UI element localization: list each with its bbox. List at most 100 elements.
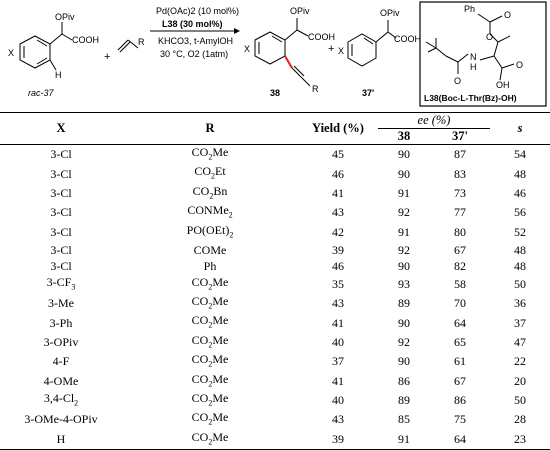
cell-x: 3-Cl [50,242,72,257]
cell-ee38: 91 [398,224,410,239]
cell-x: 4-F [52,354,70,369]
table-row: 3-OPiv CO2Me 40 92 65 47 [0,333,550,352]
cell-r: CO2Bn [192,183,228,201]
cell-x: 3-Cl [50,258,72,273]
cell-ee37: 87 [454,147,466,162]
cell-x: 3-OPiv [43,334,79,349]
cell-yield: 41 [332,373,344,388]
table-row: 4-OMe CO2Me 41 86 67 20 [0,372,550,391]
ligand-h: H [470,62,477,72]
cell-r: CO2Me [191,410,229,427]
results-table: X R Yield (%) ee (%) s 38 37' 3-Cl CO2Me 4… [0,112,550,450]
header-x: X [0,112,122,145]
cell-ee38: 86 [398,373,410,388]
cell-s: 46 [514,185,526,200]
cell-ee38: 92 [398,242,410,257]
cell-yield: 42 [332,224,344,239]
cell-yield: 46 [332,258,344,273]
cell-yield: 37 [332,354,344,369]
alkene-r: R [138,37,145,47]
plus-sign: + [104,51,110,63]
cell-x: 3-Cl [50,224,72,239]
table-row: 3-Cl CONMe2 43 92 77 56 [0,203,550,222]
cell-r: COMe [193,242,227,257]
product-structure [254,18,311,87]
cell-ee37: 80 [454,224,466,239]
cell-yield: 39 [332,242,344,257]
cell-ee37: 61 [454,354,466,369]
reaction-scheme: OPiv COOH X H rac-37 + R Pd(OAc)2 (10 mo… [8,1,547,107]
substrate-structure [19,22,73,71]
cell-yield: 40 [332,393,344,408]
cell-ee38: 89 [398,296,410,311]
table-row: 3-Cl COMe 39 92 67 48 [0,242,550,258]
cell-ee38: 90 [398,354,410,369]
cell-ee38: 90 [398,315,410,330]
cell-s: 52 [514,224,526,239]
cell-ee37: 65 [454,334,466,349]
header-s: s [490,112,550,145]
recovered-structure [347,20,397,67]
cell-x: 3-Cl [50,185,72,200]
substrate-x: X [8,48,14,58]
cell-ee38: 92 [398,334,410,349]
ligand-ph: Ph [464,4,475,14]
substrate-opiv: OPiv [55,12,75,22]
cell-ee37: 73 [454,185,466,200]
cell-r: CO2Me [191,274,229,291]
ligand-o-4: O [454,76,461,86]
cell-x: 3-Cl [50,205,72,220]
cell-s: 20 [514,373,526,388]
cell-s: 47 [514,334,526,349]
cell-ee37: 75 [454,412,466,427]
cell-s: 50 [514,393,526,408]
table-row: 3-Ph CO2Me 41 90 64 37 [0,313,550,332]
cell-s: 23 [490,429,550,450]
header-ee-37: 37' [430,128,490,145]
cell-r: CO2Me [191,293,229,311]
cell-ee37: 82 [454,258,466,273]
cell-ee38: 93 [398,276,410,291]
cell-ee37: 86 [454,393,466,408]
cell-yield: 43 [332,412,344,427]
cell-ee38: 90 [398,147,410,162]
cell-ee37: 67 [454,373,466,388]
cell-yield: 39 [298,429,378,450]
substrate-h: H [55,70,62,80]
cell-r: CO2Me [191,332,229,350]
header-ee-38: 38 [378,128,430,145]
cell-ee38: 91 [378,429,430,450]
cell-s: 22 [514,354,526,369]
ligand-o-2: O [486,32,493,42]
cell-ee38: 90 [398,258,410,273]
cell-r: CO2Me [191,390,229,408]
recovered-acid: COOH [394,34,421,44]
cell-yield: 46 [332,166,344,181]
ligand-label: L38(Boc-L-Thr(Bz)-OH) [424,93,517,103]
results-table-wrapper: X R Yield (%) ee (%) s 38 37' 3-Cl CO2Me 4… [0,112,550,450]
cell-x: 3-Me [48,296,74,311]
cell-r: CO2Et [194,164,226,181]
cell-yield: 35 [332,276,344,291]
cell-x: H [0,429,122,450]
cell-s: 37 [514,315,526,330]
plus-sign-2: + [328,43,334,55]
ligand-oh: OH [496,80,510,90]
cell-x: 3,4-Cl2 [43,390,79,408]
table-row: 3-Me CO2Me 43 89 70 36 [0,294,550,313]
table-row: 3,4-Cl2 CO2Me 40 89 86 50 [0,391,550,410]
table-row: 3-Cl Ph 46 90 82 48 [0,258,550,274]
cell-x: 3-OMe-4-OPiv [24,412,98,427]
ligand-structure [425,13,515,81]
cell-r: CO2Me [191,352,229,369]
results-table-body: 3-Cl CO2Me 45 90 87 54 3-Cl CO2Et 46 90 83 48 3-Cl CO… [0,145,550,450]
condition-temp: 30 °C, O2 (1atm) [160,49,228,59]
cell-yield: 41 [332,185,344,200]
cell-r: CO2Me [122,429,298,450]
table-row: 3-Cl CO2Me 45 90 87 54 [0,145,550,165]
cell-x: 4-OMe [43,373,79,388]
product-opiv: OPiv [290,6,310,16]
cell-s: 48 [514,258,526,273]
cell-yield: 43 [332,296,344,311]
cell-ee38: 90 [398,166,410,181]
